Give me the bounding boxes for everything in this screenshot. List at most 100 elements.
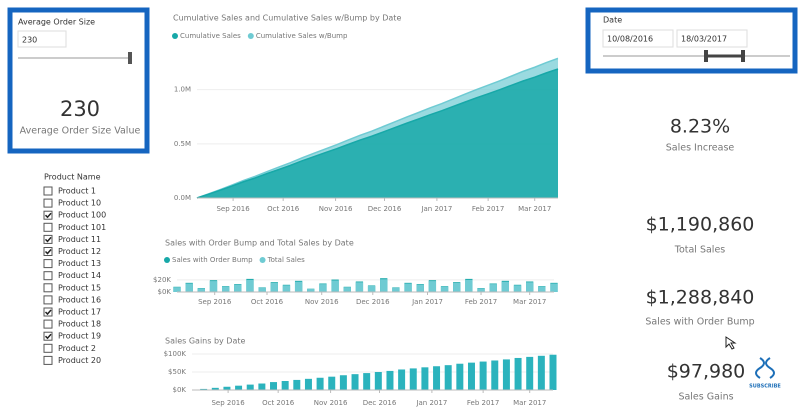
bar <box>428 281 437 292</box>
bar <box>221 286 230 292</box>
bar <box>444 365 452 390</box>
x-tick-label: Sep 2016 <box>211 399 245 407</box>
bar <box>526 282 534 292</box>
checkbox[interactable] <box>43 271 53 281</box>
product-name: Product 10 <box>58 199 101 208</box>
legend-dot <box>259 257 266 263</box>
bar <box>304 378 312 390</box>
legend-dot <box>164 257 170 263</box>
date-start: 10/08/2016 <box>607 35 653 44</box>
bar <box>538 286 546 292</box>
bar <box>185 283 193 292</box>
checkbox[interactable] <box>43 319 53 329</box>
date-box[interactable] <box>676 29 748 48</box>
legend-dot <box>247 33 254 39</box>
slider-handle[interactable] <box>704 50 708 62</box>
checkbox[interactable] <box>43 307 53 317</box>
card-value: $1,288,840 <box>646 287 755 309</box>
product-name: Product 17 <box>58 308 101 317</box>
card-value: $97,980 <box>667 361 746 383</box>
chart-title: Sales Gains by Date <box>165 337 245 346</box>
bar <box>386 370 394 390</box>
checkbox[interactable] <box>43 186 53 196</box>
x-tick-label: Feb 2017 <box>465 298 497 306</box>
card-value: 8.23% <box>670 116 730 138</box>
x-tick-label: Feb 2017 <box>472 205 504 213</box>
legend-label: Cumulative Sales w/Bump <box>256 32 348 40</box>
x-tick-label: Sep 2016 <box>198 298 232 306</box>
x-tick-label: Mar 2017 <box>518 205 551 213</box>
bar <box>223 386 231 390</box>
bar <box>526 356 534 390</box>
bar <box>367 285 376 292</box>
bar <box>491 360 499 390</box>
checkbox[interactable] <box>43 247 53 256</box>
x-tick-label: Jan 2017 <box>420 205 452 213</box>
legend-label: Total Sales <box>267 256 306 264</box>
bar <box>409 368 417 390</box>
x-tick-label: Oct 2016 <box>267 205 300 213</box>
bar <box>197 288 205 292</box>
checkbox[interactable] <box>43 355 53 365</box>
y-tick-label: $0K <box>158 288 172 296</box>
x-tick-label: Nov 2016 <box>314 399 348 407</box>
bar <box>477 288 485 292</box>
bar <box>293 379 301 390</box>
big-value: 230 <box>60 97 100 121</box>
slider-handle[interactable] <box>128 52 132 64</box>
bar <box>433 366 441 390</box>
line <box>196 57 559 199</box>
bar <box>246 384 254 390</box>
checkbox[interactable] <box>43 259 53 269</box>
bar <box>456 363 464 390</box>
bar <box>281 381 289 390</box>
card-label: Sales Increase <box>666 143 735 154</box>
product-list: Product 1 Product 10 Product 100 Product 10… <box>43 186 106 365</box>
bar <box>282 285 291 292</box>
chart-title: Cumulative Sales and Cumulative Sales w/… <box>173 14 401 23</box>
checkbox[interactable] <box>43 331 53 341</box>
x-tick-label: Dec 2016 <box>368 205 402 213</box>
bar <box>440 286 449 292</box>
product-name: Product 15 <box>58 283 101 292</box>
card-label: Total Sales <box>674 245 726 256</box>
checkbox[interactable] <box>43 343 53 353</box>
input-box[interactable] <box>17 30 67 48</box>
subscribe-badge[interactable]: SUBSCRIBE <box>749 384 781 390</box>
slider-handle[interactable] <box>741 50 745 62</box>
checkbox[interactable] <box>43 234 53 244</box>
bar <box>294 281 303 292</box>
checkbox[interactable] <box>43 222 53 232</box>
bar <box>550 283 558 292</box>
bar <box>514 357 522 390</box>
slicer-title: Product Name <box>44 173 101 182</box>
date-box[interactable] <box>602 29 674 48</box>
checkbox[interactable] <box>43 210 53 220</box>
bar <box>328 376 336 390</box>
checkmark <box>44 236 52 243</box>
checkbox[interactable] <box>43 198 53 208</box>
checkbox[interactable] <box>43 283 53 293</box>
bar <box>234 284 242 292</box>
slicer-title: Average Order Size <box>18 18 95 27</box>
bar <box>355 282 364 292</box>
input-value: 230 <box>22 36 37 45</box>
bar <box>200 388 208 390</box>
bar <box>209 281 218 292</box>
product-name: Product 16 <box>58 295 101 304</box>
bar <box>351 374 359 390</box>
bar <box>339 375 347 390</box>
date-end: 18/03/2017 <box>681 35 727 44</box>
product-name: Product 11 <box>58 235 101 244</box>
card-label: Sales Gains <box>678 392 733 403</box>
checkbox[interactable] <box>43 295 53 305</box>
x-tick-label: Sep 2016 <box>216 205 250 213</box>
bar <box>258 287 266 292</box>
x-tick-label: Jan 2017 <box>415 399 447 407</box>
y-tick-label: 0.5M <box>174 140 191 148</box>
checkmark <box>44 333 52 340</box>
product-name: Product 19 <box>58 332 101 341</box>
value-caption: Average Order Size Value <box>20 126 141 137</box>
